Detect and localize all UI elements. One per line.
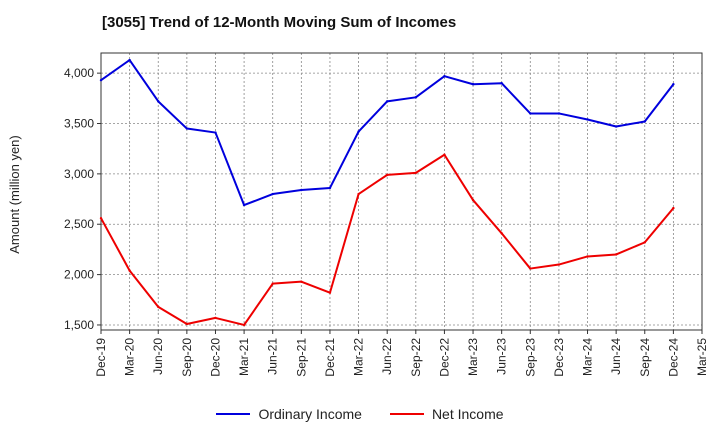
data-point-ordinary-income: [357, 130, 360, 133]
data-point-ordinary-income: [185, 127, 189, 130]
x-tick-label: Dec-19: [94, 338, 108, 377]
data-point-ordinary-income: [443, 74, 446, 78]
legend-label-net-income: Net Income: [431, 406, 504, 422]
data-point-net-income: [529, 267, 532, 270]
x-tick-label: Dec-20: [208, 338, 222, 377]
x-tick-label: Mar-24: [581, 338, 595, 376]
data-point-net-income: [328, 291, 332, 294]
legend-swatch-net-income: [389, 413, 424, 415]
data-point-ordinary-income: [672, 83, 675, 86]
data-point-net-income: [214, 316, 217, 320]
data-point-net-income: [128, 269, 131, 272]
y-axis-label: Amount (million yen): [7, 135, 22, 254]
x-tick-label: Jun-20: [151, 338, 165, 375]
data-point-net-income: [357, 192, 360, 196]
data-point-ordinary-income: [214, 131, 217, 134]
data-point-net-income: [242, 323, 246, 327]
data-point-ordinary-income: [557, 112, 561, 115]
legend-item-ordinary-income: Ordinary Income: [216, 406, 362, 422]
data-point-ordinary-income: [414, 96, 418, 99]
x-tick-label: Mar-22: [352, 338, 366, 376]
legend-item-net-income: Net Income: [389, 406, 504, 422]
data-point-ordinary-income: [500, 82, 503, 85]
x-tick-label: Jun-21: [266, 338, 280, 375]
y-tick-label: 3,500: [64, 117, 94, 131]
data-point-ordinary-income: [471, 83, 475, 86]
legend-label-ordinary-income: Ordinary Income: [258, 406, 362, 422]
data-point-net-income: [471, 198, 475, 202]
legend: Ordinary Income Net Income: [0, 406, 720, 422]
data-point-net-income: [557, 263, 561, 266]
x-tick-label: Jun-24: [609, 338, 623, 375]
y-tick-label: 2,000: [64, 268, 94, 282]
x-tick-label: Dec-24: [666, 338, 680, 377]
x-tick-label: Dec-22: [437, 338, 451, 377]
x-tick-label: Sep-20: [180, 338, 194, 377]
data-point-net-income: [271, 282, 274, 285]
x-tick-label: Mar-23: [466, 338, 480, 376]
x-tick-label: Mar-21: [237, 338, 251, 376]
data-point-net-income: [614, 253, 618, 256]
x-tick-label: Jun-22: [380, 338, 394, 375]
y-tick-label: 4,000: [64, 66, 94, 80]
data-point-ordinary-income: [529, 112, 532, 115]
data-point-net-income: [414, 171, 418, 175]
data-point-net-income: [385, 173, 389, 177]
series-line-net-income: [100, 153, 675, 326]
data-point-net-income: [643, 241, 646, 244]
x-tick-label: Mar-20: [123, 338, 137, 376]
x-tick-label: Dec-21: [323, 338, 337, 377]
data-point-ordinary-income: [242, 203, 246, 207]
data-point-ordinary-income: [99, 78, 103, 82]
data-point-ordinary-income: [271, 192, 274, 196]
data-point-ordinary-income: [586, 118, 589, 121]
x-tick-label: Sep-22: [409, 338, 423, 377]
data-point-ordinary-income: [128, 58, 131, 62]
data-point-net-income: [443, 153, 446, 156]
legend-swatch-ordinary-income: [216, 413, 251, 415]
plot-frame: [100, 52, 703, 331]
data-point-ordinary-income: [614, 125, 618, 128]
data-point-net-income: [500, 232, 503, 235]
data-point-net-income: [99, 216, 103, 220]
data-point-net-income: [157, 305, 160, 309]
data-point-net-income: [300, 280, 303, 283]
x-tick-label: Sep-24: [638, 338, 652, 377]
y-tick-label: 1,500: [64, 318, 94, 332]
x-tick-label: Mar-25: [695, 338, 709, 376]
data-point-net-income: [586, 255, 589, 258]
data-point-ordinary-income: [300, 188, 303, 192]
y-tick-label: 3,000: [64, 167, 94, 181]
data-point-net-income: [672, 206, 675, 210]
x-tick-label: Sep-21: [294, 338, 308, 377]
x-tick-label: Sep-23: [523, 338, 537, 377]
data-point-ordinary-income: [157, 100, 160, 103]
x-tick-label: Dec-23: [552, 338, 566, 377]
chart-title: [3055] Trend of 12-Month Moving Sum of I…: [102, 14, 457, 31]
data-point-ordinary-income: [328, 186, 332, 190]
data-point-ordinary-income: [385, 100, 389, 103]
data-point-net-income: [185, 322, 189, 326]
x-tick-label: Jun-23: [495, 338, 509, 375]
data-point-ordinary-income: [643, 120, 646, 123]
y-tick-label: 2,500: [64, 217, 94, 231]
